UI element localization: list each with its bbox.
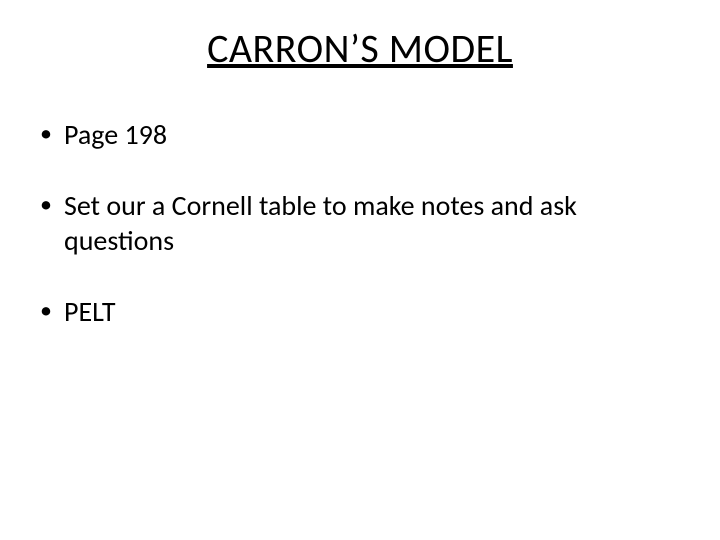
slide-title: CARRON’S MODEL (0, 24, 720, 73)
list-item: Set our a Cornell table to make notes an… (36, 188, 680, 258)
list-item: PELT (36, 294, 680, 329)
bullet-list: Page 198 Set our a Cornell table to make… (36, 117, 680, 329)
list-item: Page 198 (36, 117, 680, 152)
slide: CARRON’S MODEL Page 198 Set our a Cornel… (0, 0, 720, 540)
slide-content: Page 198 Set our a Cornell table to make… (0, 117, 720, 329)
